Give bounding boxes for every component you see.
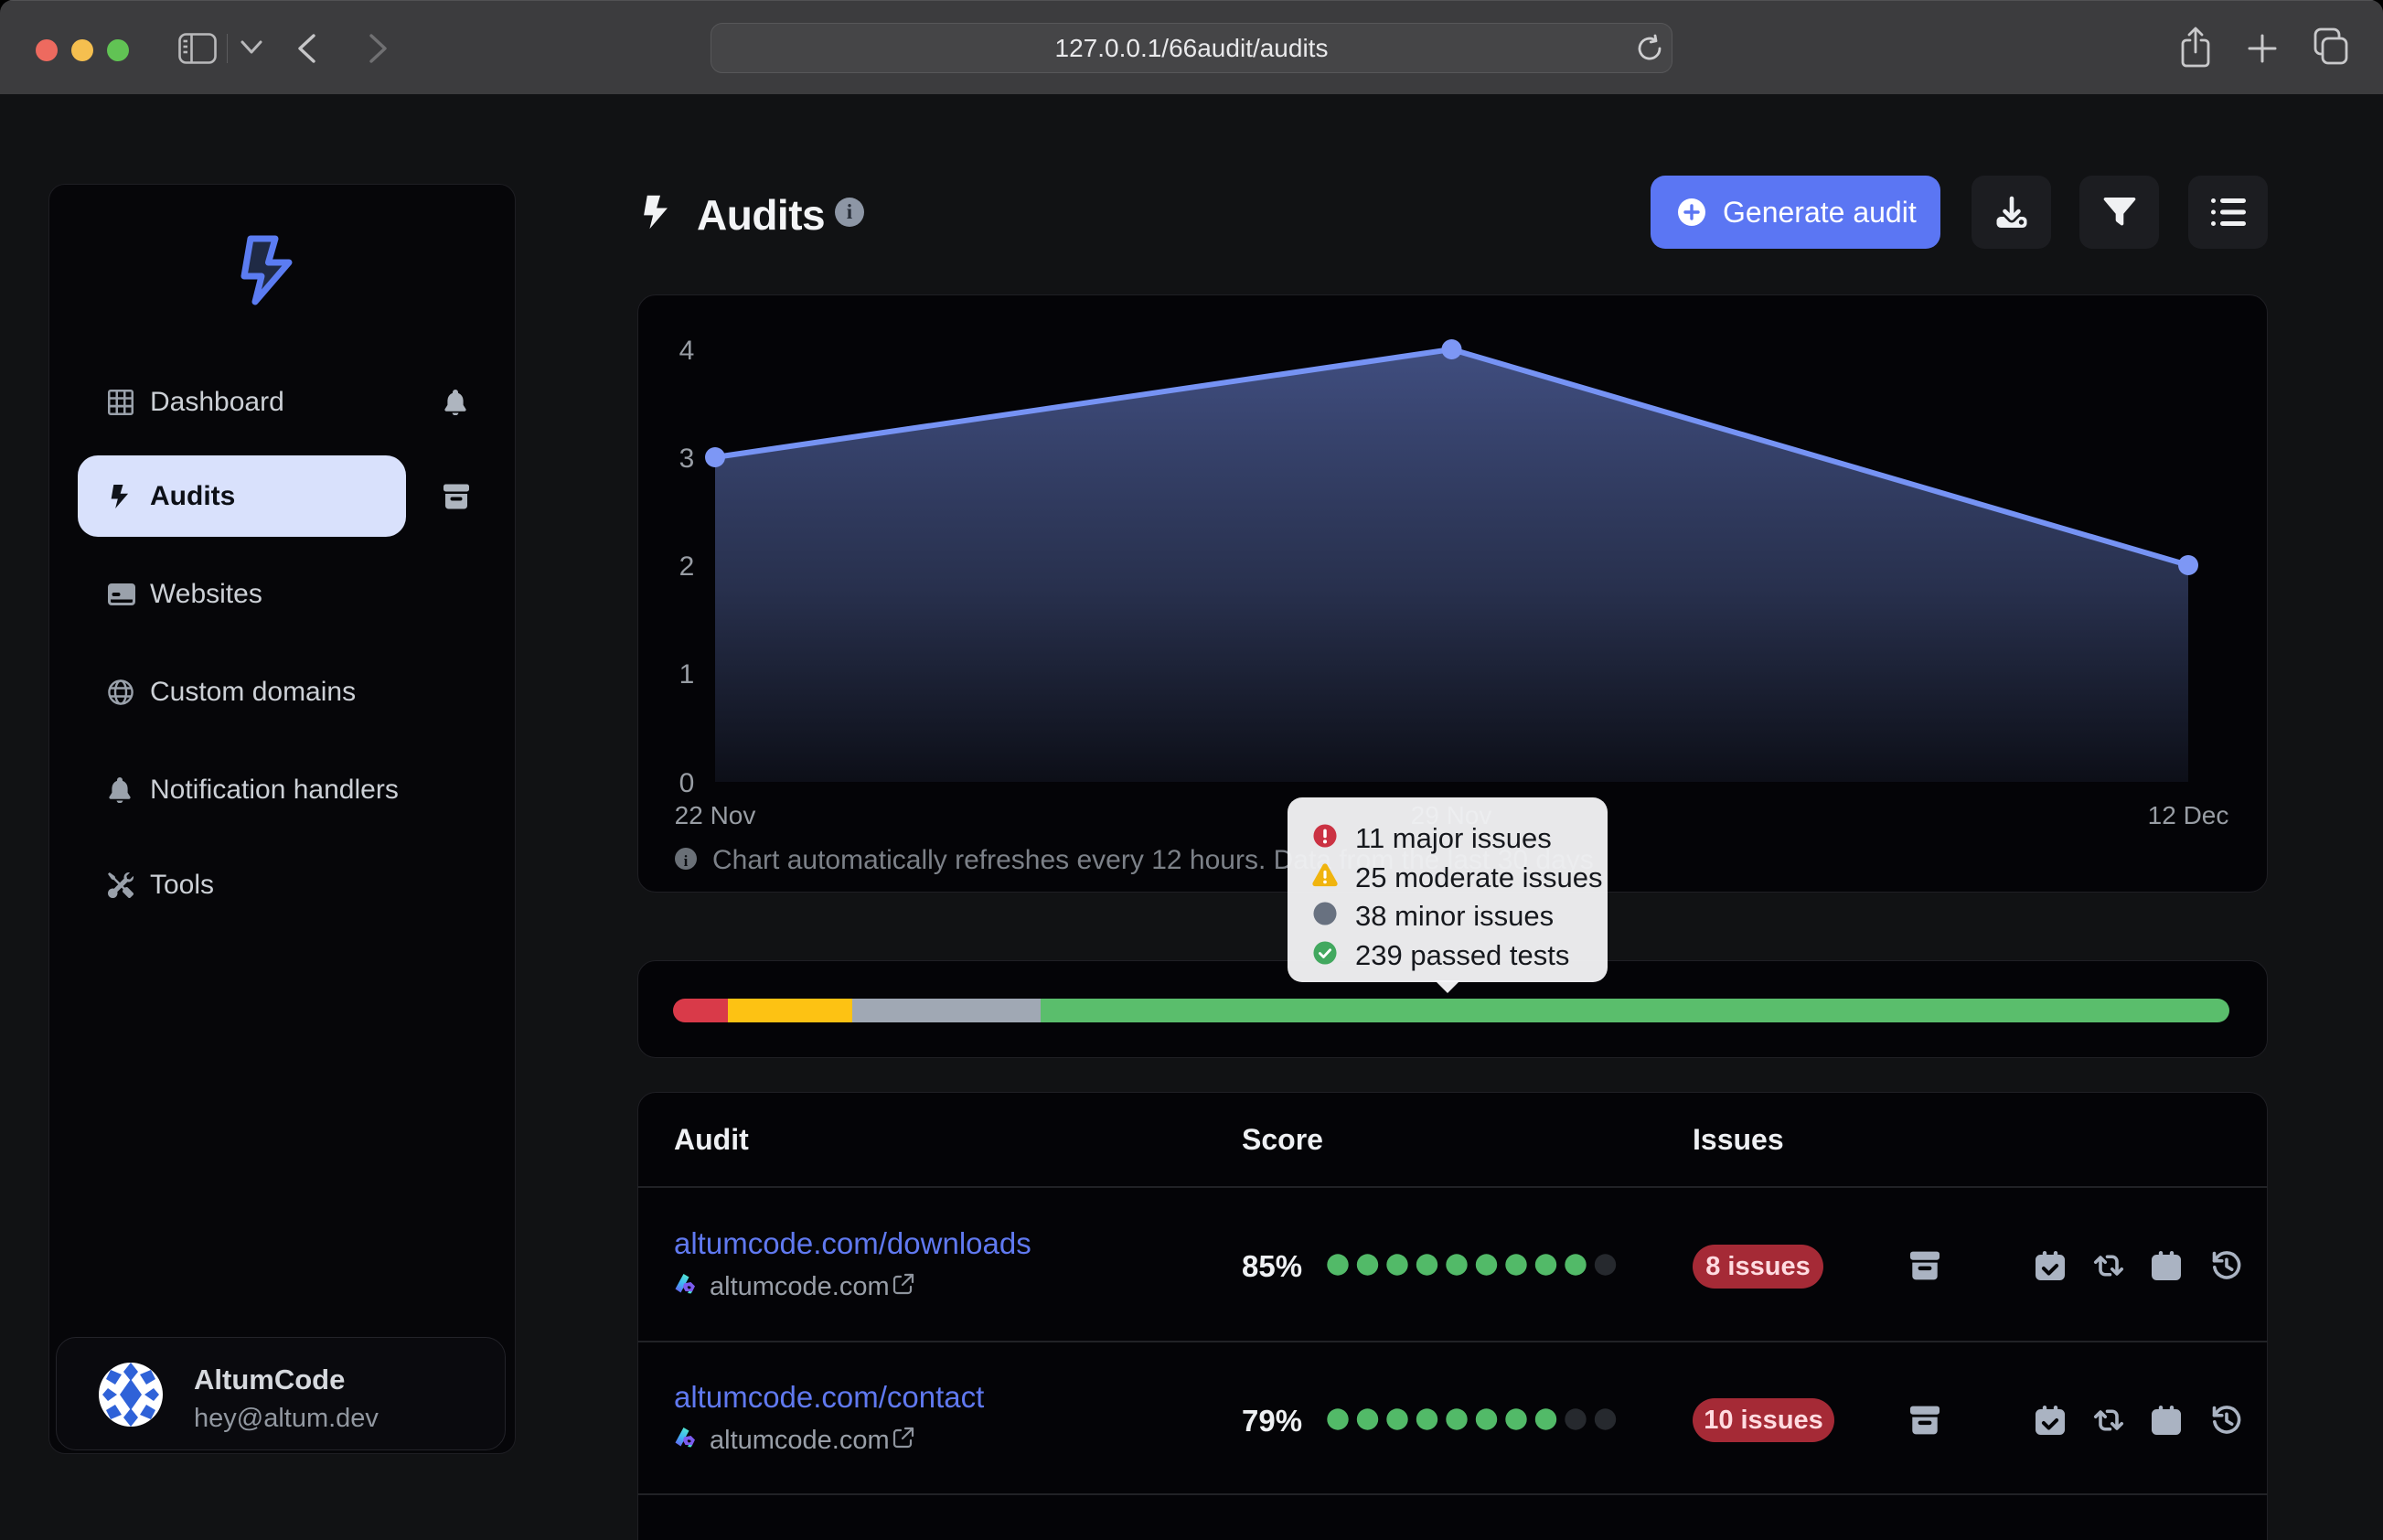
svg-text:0: 0	[679, 768, 695, 798]
svg-text:4: 4	[679, 336, 695, 366]
svg-text:12 Dec: 12 Dec	[2148, 801, 2229, 829]
svg-text:3: 3	[679, 444, 695, 474]
svg-text:1: 1	[679, 659, 695, 690]
svg-text:i: i	[684, 852, 689, 870]
svg-text:22 Nov: 22 Nov	[675, 801, 756, 829]
svg-text:2: 2	[679, 551, 695, 582]
